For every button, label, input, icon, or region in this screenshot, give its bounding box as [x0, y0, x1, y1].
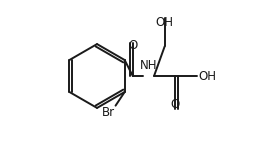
Text: O: O [128, 39, 137, 52]
Text: OH: OH [198, 69, 216, 83]
Text: O: O [171, 98, 180, 111]
Text: Br: Br [102, 106, 115, 119]
Text: OH: OH [156, 16, 174, 29]
Text: NH: NH [140, 59, 157, 72]
